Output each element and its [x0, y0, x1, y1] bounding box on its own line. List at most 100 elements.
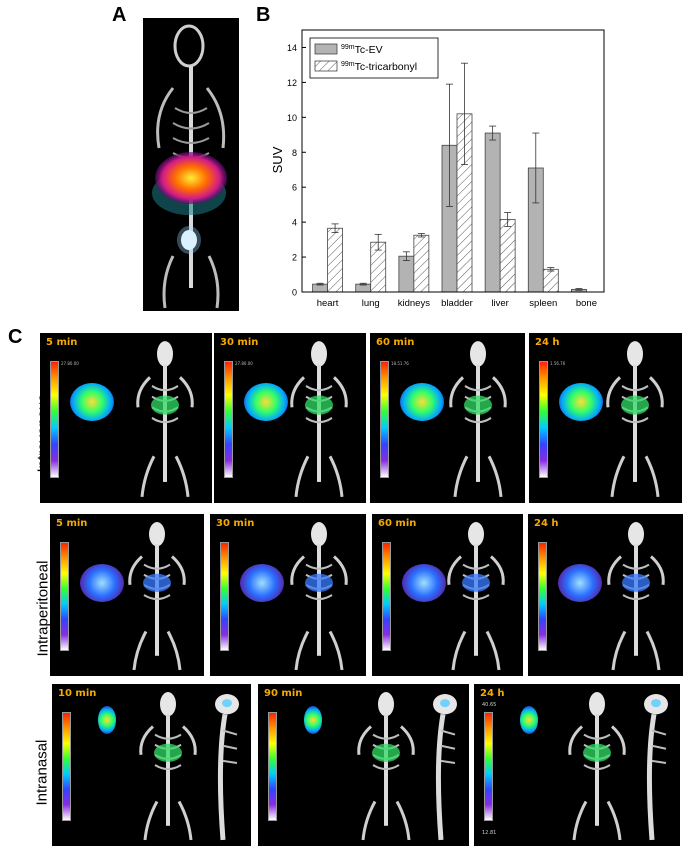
tracer-uptake-spot	[520, 706, 538, 734]
color-scale-min-value: 12.81	[482, 830, 497, 836]
x-tick-label-bone: bone	[576, 298, 597, 309]
time-label: 60 min	[378, 518, 417, 529]
error-bar-tc-ev-spleen	[532, 132, 540, 204]
color-scale-bar	[62, 712, 71, 821]
scan-intranasal-0: 10 min	[52, 684, 251, 846]
panel-label-c: C	[8, 326, 23, 348]
scan-intravenous-0: 5 min 27.80.00	[40, 333, 212, 503]
tracer-uptake-spot	[304, 706, 322, 734]
mouse-skeleton-graphic	[357, 692, 415, 841]
x-tick-label-liver: liver	[491, 298, 508, 309]
mouse-skeleton-graphic	[606, 341, 664, 498]
color-scale-bar	[50, 361, 59, 478]
tracer-uptake-spot	[402, 564, 446, 602]
tracer-uptake-spot	[559, 383, 603, 421]
color-scale-max-value: 40.65	[482, 702, 497, 708]
scan-intraperitoneal-0: 5 min	[50, 514, 204, 676]
y-tick-label-0: 0	[292, 288, 297, 298]
tracer-uptake-spot	[98, 706, 116, 734]
time-label: 5 min	[56, 518, 88, 529]
time-label: 5 min	[46, 337, 78, 348]
tracer-uptake-spot	[400, 383, 444, 421]
mouse-skeleton-graphic	[290, 341, 348, 498]
legend-swatch-0	[314, 43, 338, 55]
chart-legend: 99mTc-EV 99mTc-tricarbonyl	[309, 37, 439, 79]
color-scale-bar	[380, 361, 389, 478]
color-scale-bar	[484, 712, 493, 821]
scan-intraperitoneal-3: 24 h	[528, 514, 683, 676]
error-bar-tc-tricarbonyl-heart	[331, 223, 339, 234]
mouse-skeleton-graphic	[139, 692, 197, 841]
y-tick-label-4: 8	[292, 148, 297, 158]
error-bar-tc-ev-liver	[489, 125, 497, 141]
scan-intranasal-2: 24 h 40.65 12.81	[474, 684, 680, 846]
bar-tc-tricarbonyl-kidneys	[413, 234, 430, 293]
scan-intravenous-2: 60 min 18.51.76	[370, 333, 525, 503]
y-tick-label-3: 6	[292, 183, 297, 193]
error-bar-tc-ev-heart	[316, 282, 324, 286]
error-bar-tc-tricarbonyl-lung	[374, 233, 382, 251]
bar-tc-tricarbonyl-heart	[327, 227, 343, 293]
color-scale-bar	[60, 542, 69, 651]
time-label: 10 min	[58, 688, 97, 699]
y-tick-label-5: 10	[287, 113, 297, 123]
mouse-skeleton-side-graphic	[433, 694, 457, 841]
pet-ct-whole-body-image	[143, 18, 239, 311]
mouse-skeleton-graphic	[447, 522, 505, 671]
y-tick-label-6: 12	[287, 78, 297, 88]
bar-tc-tricarbonyl-liver	[499, 219, 516, 293]
legend-swatch-1	[314, 60, 338, 72]
error-bar-tc-tricarbonyl-kidneys	[417, 233, 425, 238]
time-label: 60 min	[376, 337, 415, 348]
legend-label-0: 99mTc-EV	[341, 44, 383, 56]
tracer-uptake-spot	[244, 383, 288, 421]
color-scale-bar	[220, 542, 229, 651]
y-tick-label-2: 4	[292, 218, 297, 228]
mouse-skeleton-graphic	[607, 522, 665, 671]
mouse-skeleton-graphic	[128, 522, 186, 671]
plot-frame	[301, 29, 605, 293]
mouse-skeleton-graphic	[290, 522, 348, 671]
color-scale-max-value: 1.56.76	[550, 361, 566, 366]
bar-tc-ev-kidneys	[398, 255, 415, 293]
x-tick-label-kidneys: kidneys	[398, 298, 430, 309]
bar-tc-tricarbonyl-spleen	[542, 268, 559, 293]
mouse-skeleton-side-graphic	[644, 694, 668, 841]
scan-intravenous-1: 30 min 27.80.00	[214, 333, 366, 503]
color-scale-bar	[224, 361, 233, 478]
color-scale-max-value: 27.80.00	[235, 361, 253, 366]
scan-intranasal-1: 90 min	[258, 684, 469, 846]
scan-intraperitoneal-1: 30 min	[210, 514, 366, 676]
color-scale-max-value: 27.80.00	[61, 361, 79, 366]
y-axis-label: SUV	[270, 146, 285, 173]
error-bar-tc-tricarbonyl-bladder	[461, 62, 468, 165]
error-bar-tc-ev-kidneys	[402, 251, 410, 261]
time-label: 24 h	[535, 337, 560, 348]
x-tick-label-heart: heart	[317, 298, 339, 309]
error-bar-tc-ev-lung	[359, 282, 367, 286]
x-tick-label-lung: lung	[362, 298, 380, 309]
row-label-intraperitoneal: Intraperitoneal	[34, 560, 52, 657]
bar-tc-ev-liver	[484, 132, 501, 293]
time-label: 30 min	[220, 337, 259, 348]
error-bar-tc-ev-bladder	[446, 83, 453, 207]
panel-label-b: B	[256, 4, 271, 26]
legend-label-1: 99mTc-tricarbonyl	[341, 61, 417, 73]
x-tick-label-bladder: bladder	[441, 298, 473, 309]
row-label-intranasal: Intranasal	[33, 739, 51, 806]
tracer-uptake-spot	[558, 564, 602, 602]
time-label: 90 min	[264, 688, 303, 699]
tracer-uptake-spot	[240, 564, 284, 602]
mouse-skeleton-graphic	[449, 341, 507, 498]
scan-intravenous-3: 24 h 1.56.76	[529, 333, 682, 503]
mouse-skeleton-graphic	[152, 24, 227, 309]
mouse-skeleton-side-graphic	[215, 694, 239, 841]
y-tick-label-7: 14	[287, 43, 297, 53]
suv-bar-chart: SUV 0 2 4 6 8 10 12 14 heart lung kidneys bladder l…	[270, 29, 605, 309]
panel-label-a: A	[112, 4, 127, 26]
error-bar-tc-tricarbonyl-liver	[504, 212, 512, 227]
error-bar-tc-tricarbonyl-spleen	[547, 267, 555, 272]
color-scale-bar	[539, 361, 548, 478]
mouse-skeleton-graphic	[136, 341, 194, 498]
color-scale-bar	[268, 712, 277, 821]
